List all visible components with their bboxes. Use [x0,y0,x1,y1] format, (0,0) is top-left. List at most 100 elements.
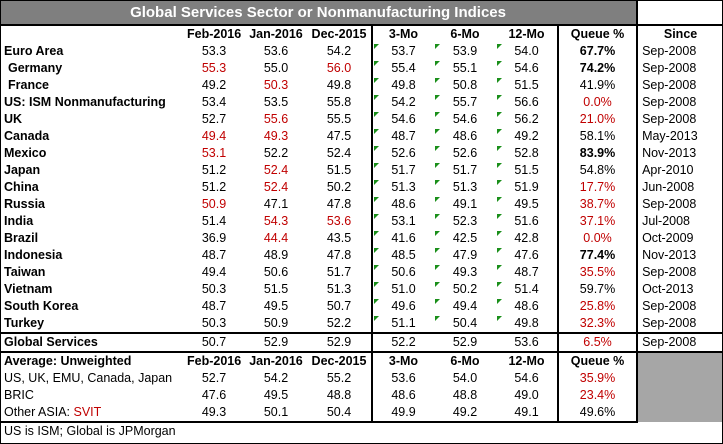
green-marker-icon [435,214,440,219]
green-marker-icon [374,180,379,185]
cell-dec: 43.5 [326,231,352,245]
cell-m3: 49.9 [371,404,434,422]
cell-m3: 53.7 [371,43,434,60]
cell-m6: 49.2 [452,405,478,419]
cell-m12: 51.5 [496,77,558,94]
cell-queue: 0.0% [556,230,638,247]
header-row: Feb-2016 Jan-2016 Dec-2015 3-Mo 6-Mo 12-… [0,25,723,43]
green-marker-icon [374,299,379,304]
cell-feb: 50.3 [201,282,227,296]
cell-feb: 49.2 [201,78,227,92]
green-marker-icon [435,163,440,168]
green-marker-icon [435,129,440,134]
cell-m12: 54.0 [496,43,558,60]
green-marker-icon [435,112,440,117]
avg-col-header-0: Feb-2016 [187,354,242,368]
row-label: Germany [8,61,63,75]
cell-feb: 52.7 [201,371,227,385]
cell-m3: 48.7 [371,128,434,145]
cell-feb: 53.4 [201,95,227,109]
cell-queue: 41.9% [556,77,638,94]
cell-m6: 47.9 [434,247,496,264]
cell-jan: 53.5 [263,95,289,109]
green-marker-icon [374,129,379,134]
green-marker-icon [374,231,379,236]
green-marker-icon [374,163,379,168]
cell-m3: 49.6 [371,298,434,315]
cell-m3: 48.6 [371,387,434,404]
cell-queue: 59.7% [556,281,638,298]
cell-m3: 41.6 [371,230,434,247]
cell-jan: 54.2 [263,371,289,385]
table-row-us-ism-nonmanufacturing: US: ISM Nonmanufacturing 53.4 53.5 55.8 54.2… [0,94,723,111]
cell-dec: 55.8 [326,95,352,109]
cell-dec: 52.2 [326,316,352,330]
cell-feb: 49.4 [201,265,227,279]
cell-queue: 32.3% [556,315,638,333]
cell-m6: 42.5 [434,230,496,247]
cell-jan: 49.3 [263,129,289,143]
cell-m6: 52.3 [434,213,496,230]
green-marker-icon [497,61,502,66]
green-marker-icon [497,248,502,253]
cell-feb: 51.2 [201,163,227,177]
green-marker-icon [497,129,502,134]
row-label: Global Services [0,332,183,353]
green-marker-icon [374,316,379,321]
cell-m6: 49.1 [434,196,496,213]
cell-m6: 55.7 [434,94,496,111]
avg-col-header-3: 3-Mo [371,352,434,370]
cell-dec: 47.5 [326,129,352,143]
row-label: UK [4,112,23,126]
cell-m3: 53.6 [371,370,434,387]
cell-jan: 52.4 [263,163,289,177]
cell-since: Sep-2008 [636,332,723,353]
green-marker-icon [374,78,379,83]
cell-since: Jul-2008 [636,213,723,230]
cell-queue: 38.7% [556,196,638,213]
green-marker-icon [497,282,502,287]
cell-m3: 48.5 [371,247,434,264]
cell-queue: 49.6% [556,404,638,422]
average-row-us-uk-emu-canada-japan: US, UK, EMU, Canada, Japan 52.7 54.2 55.2 53… [0,370,723,387]
cell-since: Sep-2008 [636,298,723,315]
green-marker-icon [374,265,379,270]
average-row-bric: BRIC 47.6 49.5 48.8 48.6 48.8 49.0 23.4% [0,387,723,404]
cell-m12: 54.6 [496,60,558,77]
cell-queue: 17.7% [556,179,638,196]
row-label: Canada [4,129,50,143]
average-row-other-asia-svit: Other ASIA: SVIT 49.3 50.1 50.4 49.9 49.2 49.1… [0,404,723,422]
table-row-turkey: Turkey 50.3 50.9 52.2 51.1 50.4 49.8 32.3% Sep-2… [0,315,723,333]
cell-jan: 52.9 [245,332,307,353]
cell-m12: 51.5 [496,162,558,179]
cell-m6: 48.6 [434,128,496,145]
title-blank-cell [636,0,723,26]
cell-jan: 52.4 [263,180,289,194]
green-marker-icon [435,61,440,66]
cell-jan: 44.4 [263,231,289,245]
avg-col-header-1: Jan-2016 [249,354,303,368]
green-marker-icon [497,197,502,202]
cell-feb: 51.4 [201,214,227,228]
green-marker-icon [435,44,440,49]
cell-m6: 52.9 [434,332,496,353]
cell-m12: 48.7 [496,264,558,281]
table-row-china: China 51.2 52.4 50.2 51.3 51.3 51.9 17.7% Jun-20… [0,179,723,196]
cell-since: May-2013 [636,128,723,145]
cell-m3: 52.2 [371,332,434,353]
cell-jan: 52.2 [263,146,289,160]
col-header-queue: Queue % [556,25,638,43]
cell-jan: 50.1 [263,405,289,419]
green-marker-icon [497,180,502,185]
cell-since: Oct-2009 [636,230,723,247]
cell-m6: 51.3 [434,179,496,196]
green-marker-icon [435,197,440,202]
col-header-12mo: 12-Mo [508,27,545,41]
table-row-south-korea: South Korea 48.7 49.5 50.7 49.6 49.4 48.6 25.8%… [0,298,723,315]
cell-m6: 54.6 [434,111,496,128]
footer-row: US is ISM; Global is JPMorgan [0,421,723,440]
cell-queue: 37.1% [556,213,638,230]
cell-queue: 6.5% [556,332,638,353]
green-marker-icon [497,231,502,236]
green-marker-icon [374,146,379,151]
